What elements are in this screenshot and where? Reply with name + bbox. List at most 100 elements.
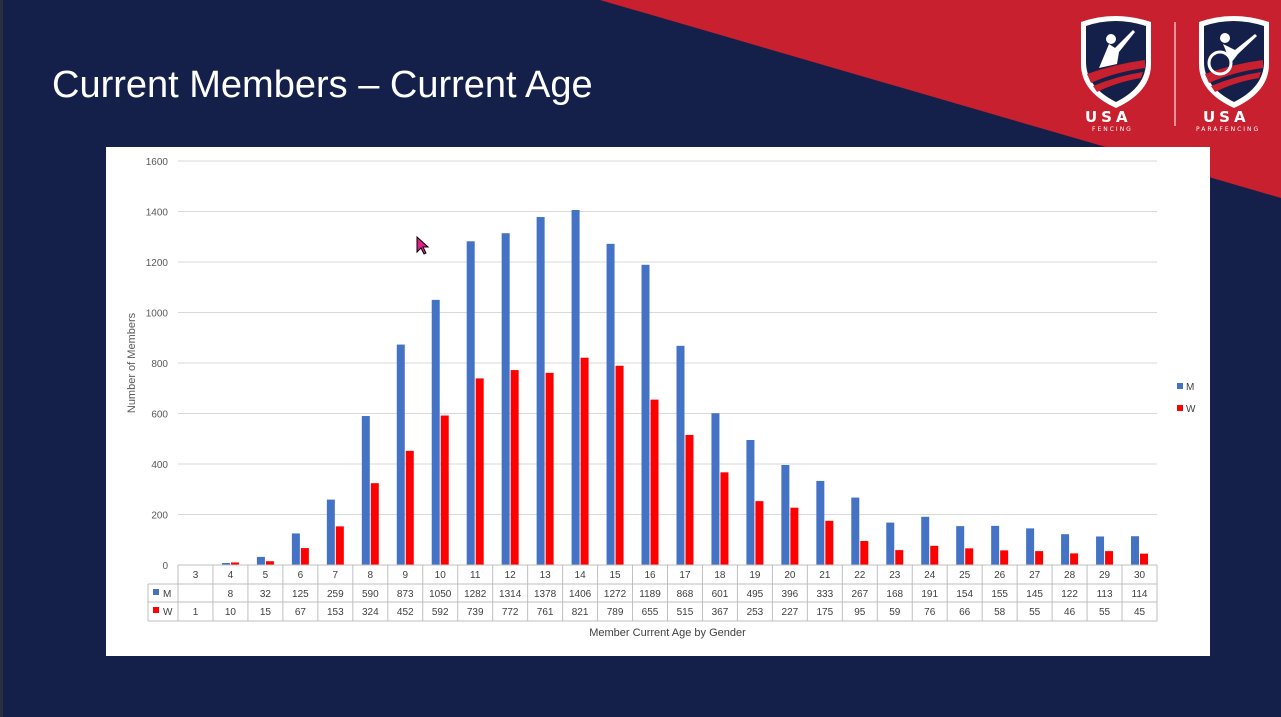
data-label: 1314 [499,589,522,600]
bar-m [641,264,650,565]
x-tick-label: 24 [924,570,936,581]
data-label: 114 [1132,589,1148,600]
x-tick-label: 3 [193,570,199,581]
bar-w [370,483,379,565]
y-tick-label: 1000 [146,309,169,320]
y-axis-label: Number of Members [126,312,138,413]
x-tick-label: 27 [1029,570,1041,581]
bar-m [676,345,685,565]
bar-w [545,372,554,565]
bar-m [256,556,265,565]
data-label: 592 [432,607,449,618]
data-label: 58 [994,607,1006,618]
data-label: 601 [712,589,729,600]
left-edge [0,0,3,717]
data-label: 259 [327,589,344,600]
data-label: 1282 [464,589,487,600]
x-tick-label: 14 [575,570,587,581]
usa-parafencing-shield-icon [1199,16,1269,108]
data-label: 739 [467,607,484,618]
bar-w [440,415,449,565]
bar-m [221,562,230,565]
x-tick-label: 22 [854,570,866,581]
data-label: 154 [956,589,973,600]
data-label: 324 [362,607,379,618]
x-tick-label: 12 [505,570,517,581]
x-tick-label: 15 [609,570,621,581]
x-tick-label: 25 [959,570,971,581]
bar-m [571,209,580,566]
bar-m [361,416,370,565]
legend-key-m [153,589,159,595]
y-tick-label: 200 [151,511,168,522]
data-label: 1406 [569,589,592,600]
x-tick-label: 7 [333,570,339,581]
data-label: 10 [225,607,237,618]
data-label: 655 [642,607,659,618]
bar-w [825,520,834,565]
x-tick-label: 20 [784,570,796,581]
data-label: 55 [1029,607,1041,618]
data-label: 789 [607,607,624,618]
bar-w [510,370,519,565]
bar-chart: 0 200 400 600 800 1000 1200 1400 1600 Number of M… [126,157,1196,639]
data-label: 868 [677,589,694,600]
bar-m [711,413,720,565]
bar-w [475,378,484,565]
bar-m [326,499,335,565]
x-tick-label: 19 [749,570,761,581]
bar-m [536,217,545,565]
y-tick-label: 800 [151,359,168,370]
bar-m [956,526,965,565]
legend-swatch-w [1177,405,1183,411]
chart-panel: 0 200 400 600 800 1000 1200 1400 1600 Number of M… [106,147,1210,656]
bar-w [1035,551,1044,565]
data-label: 761 [537,607,554,618]
bar-w [720,472,729,565]
usa-fencing-shield-icon [1081,16,1151,108]
bar-m [606,243,615,565]
data-label: 153 [327,607,344,618]
logo-fencing-name: USA [1085,108,1132,126]
x-tick-label: 11 [470,570,481,581]
data-label: 76 [924,607,936,618]
bar-w [685,434,694,565]
bar-w [1140,553,1149,565]
bar-m [1026,528,1035,565]
data-label: 45 [1134,607,1146,618]
data-label: 1 [193,607,199,618]
data-label: 168 [886,589,903,600]
data-label: 122 [1061,589,1078,600]
bar-w [230,562,239,565]
bar-w [1105,551,1114,565]
data-label: 1189 [639,589,661,600]
x-tick-label: 18 [714,570,726,581]
data-label: 1272 [604,589,627,600]
y-tick-label: 0 [162,561,168,572]
x-tick-label: 29 [1099,570,1111,581]
logo-parafencing-sub: PARAFENCING [1196,126,1261,133]
bar-w [335,526,344,565]
y-tick-label: 400 [151,460,168,471]
bar-m [1131,536,1140,565]
y-tick-label: 1600 [146,157,169,168]
bar-w [895,550,904,565]
mouse-cursor-icon [416,236,430,255]
legend-label: W [1186,404,1196,415]
data-label: 155 [991,589,1008,600]
data-label: 66 [959,607,971,618]
data-label: 821 [572,607,589,618]
bar-m [851,497,860,565]
bar-w [790,507,799,565]
x-tick-label: 4 [228,570,234,581]
data-label: 1050 [429,589,452,600]
x-tick-label: 13 [540,570,552,581]
data-label: 267 [851,589,868,600]
data-label: 175 [816,607,833,618]
data-label: 590 [362,589,379,600]
data-label: 191 [921,589,938,600]
bar-w [580,357,589,565]
bar-w [300,548,309,565]
data-label: 32 [260,589,272,600]
data-label: 227 [782,607,799,618]
